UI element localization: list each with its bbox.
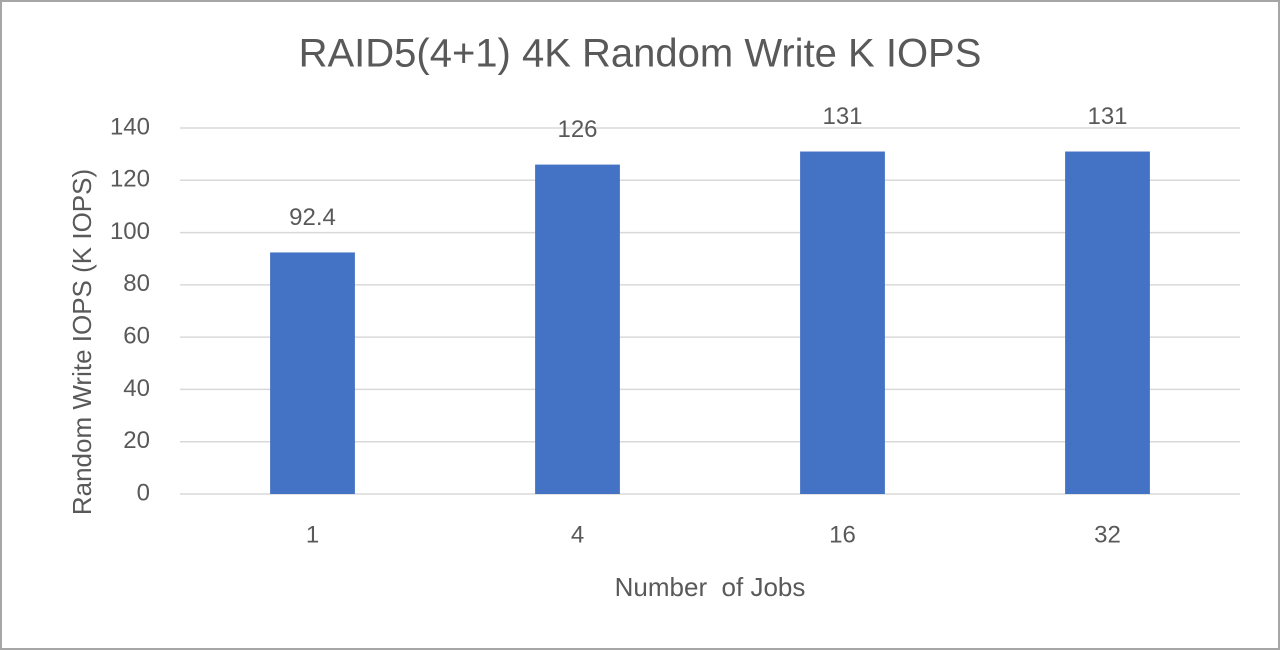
bar: [535, 164, 620, 494]
y-tick-label: 100: [110, 218, 150, 245]
x-tick-label: 4: [571, 521, 584, 548]
x-tick-label: 32: [1094, 521, 1121, 548]
y-tick-label: 40: [123, 375, 150, 402]
y-axis-label: Random Write IOPS (K IOPS): [67, 169, 97, 515]
data-label: 131: [1087, 103, 1127, 130]
y-tick-label: 0: [137, 479, 150, 506]
data-label: 131: [822, 103, 862, 130]
y-tick-label: 80: [123, 270, 150, 297]
bar: [270, 252, 355, 494]
x-axis-label: Number of Jobs: [615, 572, 806, 602]
x-tick-label: 16: [829, 521, 856, 548]
y-tick-label: 120: [110, 166, 150, 193]
data-label: 126: [557, 116, 597, 143]
y-tick-label: 20: [123, 427, 150, 454]
x-tick-label: 1: [306, 521, 319, 548]
bar: [800, 151, 885, 494]
y-tick-label: 60: [123, 322, 150, 349]
bar: [1065, 151, 1150, 494]
chart-title: RAID5(4+1) 4K Random Write K IOPS: [299, 32, 982, 76]
y-tick-label: 140: [110, 113, 150, 140]
data-label: 92.4: [289, 204, 336, 231]
